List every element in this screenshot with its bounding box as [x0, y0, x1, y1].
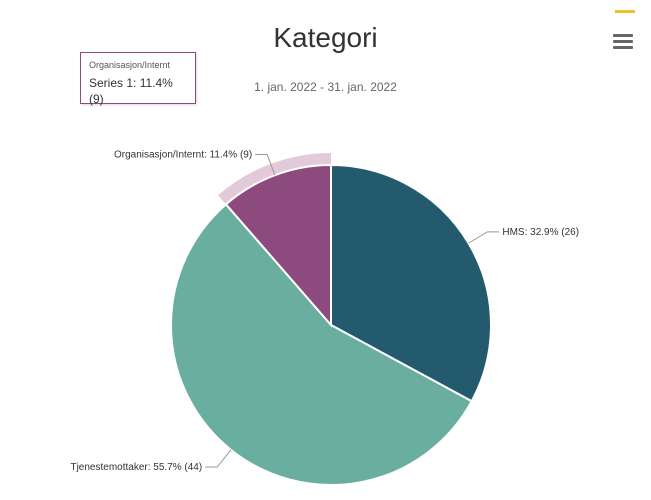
pie-slice-tjenestemottaker[interactable] — [170, 202, 474, 486]
chart-subtitle: 1. jan. 2022 - 31. jan. 2022 — [254, 80, 397, 94]
tooltip-category: Organisasjon/Internt — [89, 60, 171, 70]
data-label-connector-tjenestemottaker — [205, 449, 232, 468]
data-label-tjenestemottaker: Tjenestemottaker: 55.7% (44) — [70, 462, 202, 473]
tooltip-series-value: Series 1: 11.4% (9) — [89, 76, 173, 107]
pie-slice-hover-halo — [218, 153, 331, 205]
data-label-hms: HMS: 32.9% (26) — [502, 227, 579, 238]
data-label-organisasjon-internt: Organisasjon/Internt: 11.4% (9) — [114, 150, 252, 161]
chart-tooltip: Organisasjon/Internt Series 1: 11.4% (9) — [80, 52, 196, 107]
pie-slice-organisasjon-internt[interactable] — [224, 163, 332, 328]
accent-mark — [615, 10, 635, 13]
chart-title: Kategori — [273, 22, 378, 53]
data-label-connector-organisasjon-internt — [255, 154, 276, 176]
data-label-connector-hms — [468, 231, 500, 244]
hamburger-menu-icon[interactable] — [613, 34, 633, 52]
